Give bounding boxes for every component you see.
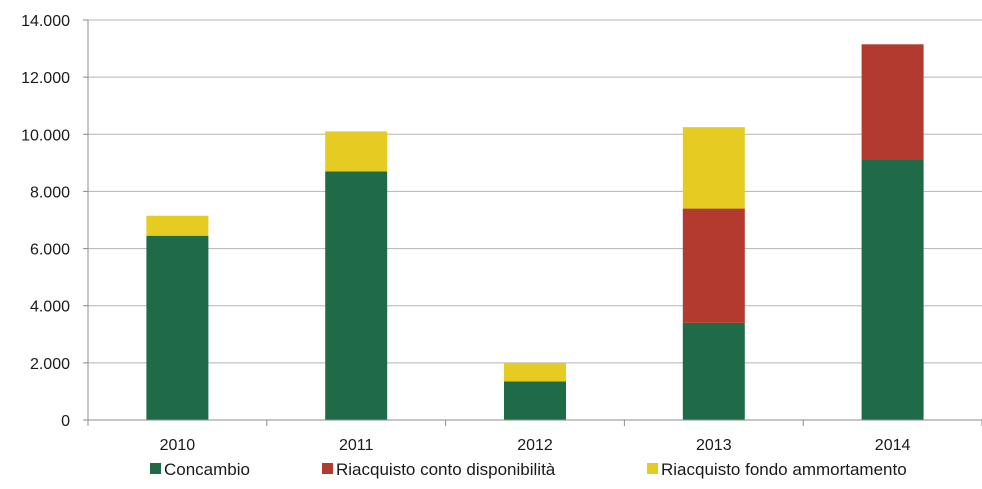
x-tick-label: 2014	[875, 437, 911, 454]
gridlines	[88, 19, 982, 364]
bar-segment-2010-3	[146, 215, 209, 236]
legend-item: Riacquisto conto disponibilità	[322, 460, 556, 479]
x-tick-label: 2012	[517, 437, 553, 454]
y-tick-label: 2.000	[30, 356, 70, 373]
x-tick-label: 2011	[339, 437, 374, 454]
y-tick-label: 4.000	[30, 299, 70, 316]
bar-segment-2011-3	[325, 131, 388, 172]
bar-segment-2014-2	[861, 44, 924, 160]
y-tick-label: 6.000	[30, 242, 70, 259]
y-tick-label: 14.000	[21, 13, 70, 30]
axes	[83, 19, 982, 426]
bar-segment-2012-3	[504, 362, 566, 382]
legend: Concambio Riacquisto conto disponibilità R…	[150, 460, 907, 479]
bar-segment-2013-3	[682, 127, 745, 209]
y-tick-label: 0	[61, 413, 70, 430]
y-axis-tick-labels: 0 2.000 4.000 6.000 8.000 10.000 12.000 14.000	[21, 13, 70, 430]
legend-label: Riacquisto conto disponibilità	[336, 460, 556, 479]
bars	[146, 44, 924, 420]
y-tick-label: 12.000	[21, 70, 70, 87]
y-tick-label: 10.000	[21, 127, 70, 144]
bar-segment-2011-1	[325, 171, 388, 420]
y-tick-label: 8.000	[30, 184, 70, 201]
x-axis-tick-labels: 2010 2011 2012 2013 2014	[160, 437, 911, 454]
bar-segment-2013-2	[682, 208, 745, 323]
bar-segment-2012-1	[504, 381, 566, 420]
bar-segment-2010-1	[146, 235, 209, 420]
legend-label: Riacquisto fondo ammortamento	[661, 460, 907, 479]
x-tick-label: 2010	[160, 437, 196, 454]
legend-swatch	[647, 463, 658, 474]
bar-segment-2014-1	[861, 160, 924, 420]
legend-label: Concambio	[164, 460, 250, 479]
legend-item: Riacquisto fondo ammortamento	[647, 460, 907, 479]
legend-swatch	[322, 463, 333, 474]
legend-item: Concambio	[150, 460, 250, 479]
legend-swatch	[150, 463, 161, 474]
x-tick-label: 2013	[696, 437, 732, 454]
bar-segment-2013-1	[682, 322, 745, 420]
